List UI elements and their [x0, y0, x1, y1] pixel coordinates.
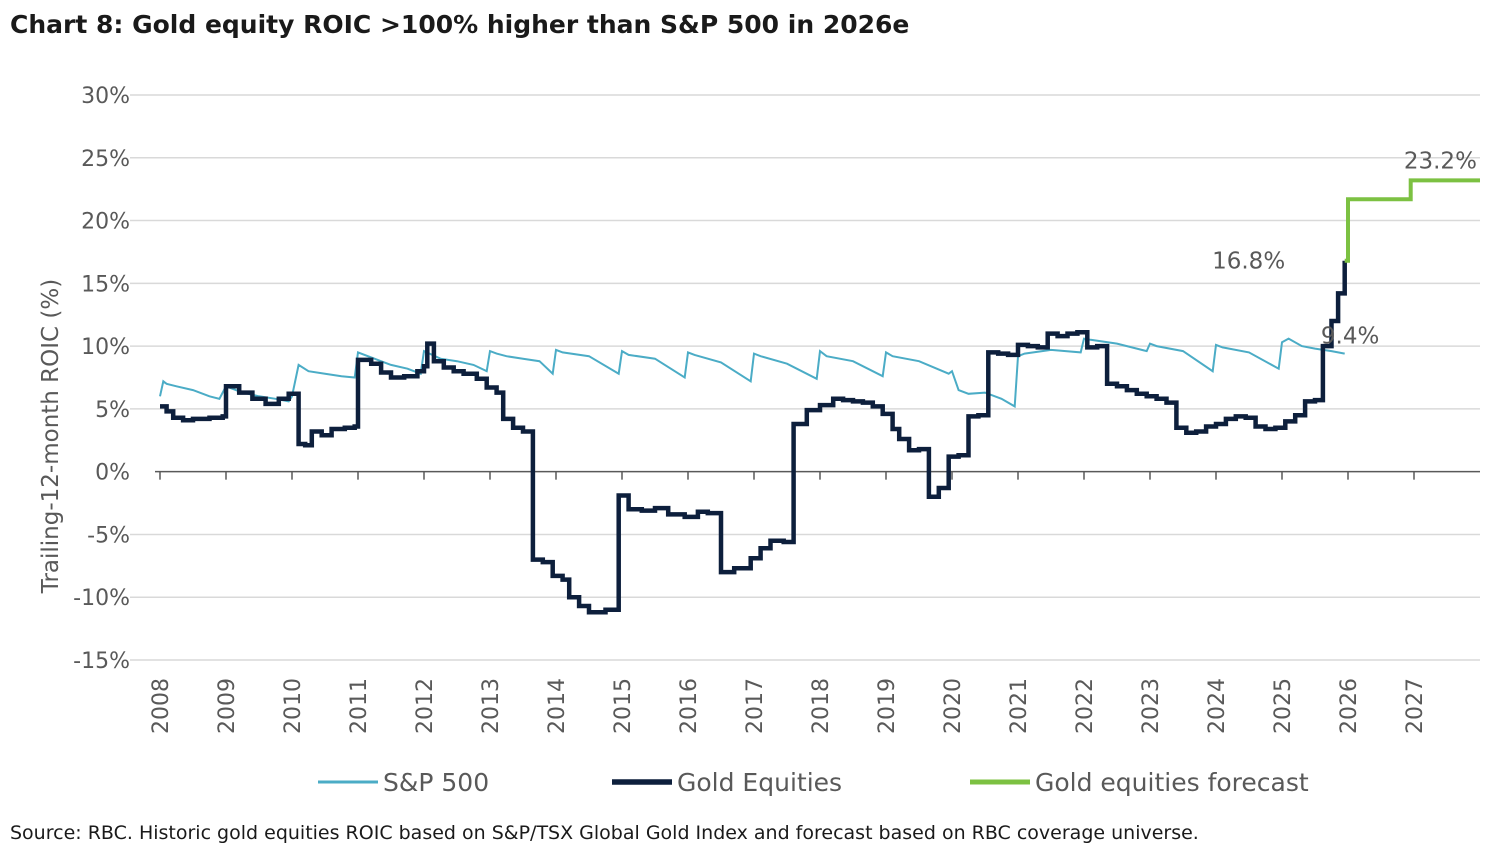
y-tick-label: 10% [81, 335, 130, 360]
y-tick-label: -15% [73, 649, 130, 674]
legend-label: Gold Equities [677, 768, 842, 797]
data-labels: 23.2% 16.8% 9.4% [1212, 148, 1477, 349]
x-tick-label: 2020 [941, 678, 966, 734]
gridlines [130, 94, 1480, 661]
data-label: 16.8% [1212, 249, 1285, 275]
x-tick-label: 2008 [149, 678, 174, 734]
x-tick-label: 2010 [281, 678, 306, 734]
y-tick-label: 20% [81, 210, 130, 235]
gold-forecast-line [1344, 178, 1480, 263]
data-label: 9.4% [1321, 324, 1379, 350]
y-axis: 30% 25% 20% 15% 10% 5% 0% -5% -10% -15% [73, 84, 130, 674]
x-tick-label: 2024 [1205, 678, 1230, 734]
chart-title: Chart 8: Gold equity ROIC >100% higher t… [10, 10, 910, 39]
x-tick-label: 2013 [479, 678, 504, 734]
series-lines [159, 178, 1480, 615]
legend: S&P 500 Gold Equities Gold equities foreca… [318, 768, 1309, 797]
y-tick-label: -10% [73, 586, 130, 611]
x-tick-label: 2022 [1073, 678, 1098, 734]
x-tick-label: 2009 [215, 678, 240, 734]
x-axis [155, 470, 1480, 480]
x-tick-label: 2023 [1139, 678, 1164, 734]
x-tick-label: 2016 [677, 678, 702, 734]
x-tick-label: 2026 [1337, 678, 1362, 734]
x-tick-label: 2011 [347, 678, 372, 734]
x-tick-label: 2014 [545, 678, 570, 734]
y-tick-label: 25% [81, 147, 130, 172]
x-tick-label: 2017 [743, 678, 768, 734]
gold-equities-line [160, 260, 1347, 615]
x-tick-label: 2018 [809, 678, 834, 734]
y-tick-label: 30% [81, 84, 130, 109]
x-tick-label: 2019 [875, 678, 900, 734]
x-tick-label: 2012 [413, 678, 438, 734]
data-label: 23.2% [1404, 148, 1477, 174]
legend-label: Gold equities forecast [1035, 768, 1309, 797]
x-tick-label: 2021 [1007, 678, 1032, 734]
sp500-line [159, 337, 1345, 409]
x-tick-label: 2015 [611, 678, 636, 734]
y-axis-title: Trailing-12-month ROIC (%) [38, 279, 64, 594]
y-tick-label: 0% [95, 461, 130, 486]
y-tick-label: 5% [95, 398, 130, 423]
x-tick-label: 2025 [1271, 678, 1296, 734]
y-tick-label: -5% [87, 523, 130, 548]
x-axis-labels: 2008 2009 2010 2011 2012 2013 2014 2015 2016 2017… [149, 678, 1428, 734]
source-note: Source: RBC. Historic gold equities ROIC… [10, 822, 1199, 844]
legend-label: S&P 500 [383, 768, 489, 797]
x-tick-label: 2027 [1403, 678, 1428, 734]
y-tick-label: 15% [81, 272, 130, 297]
